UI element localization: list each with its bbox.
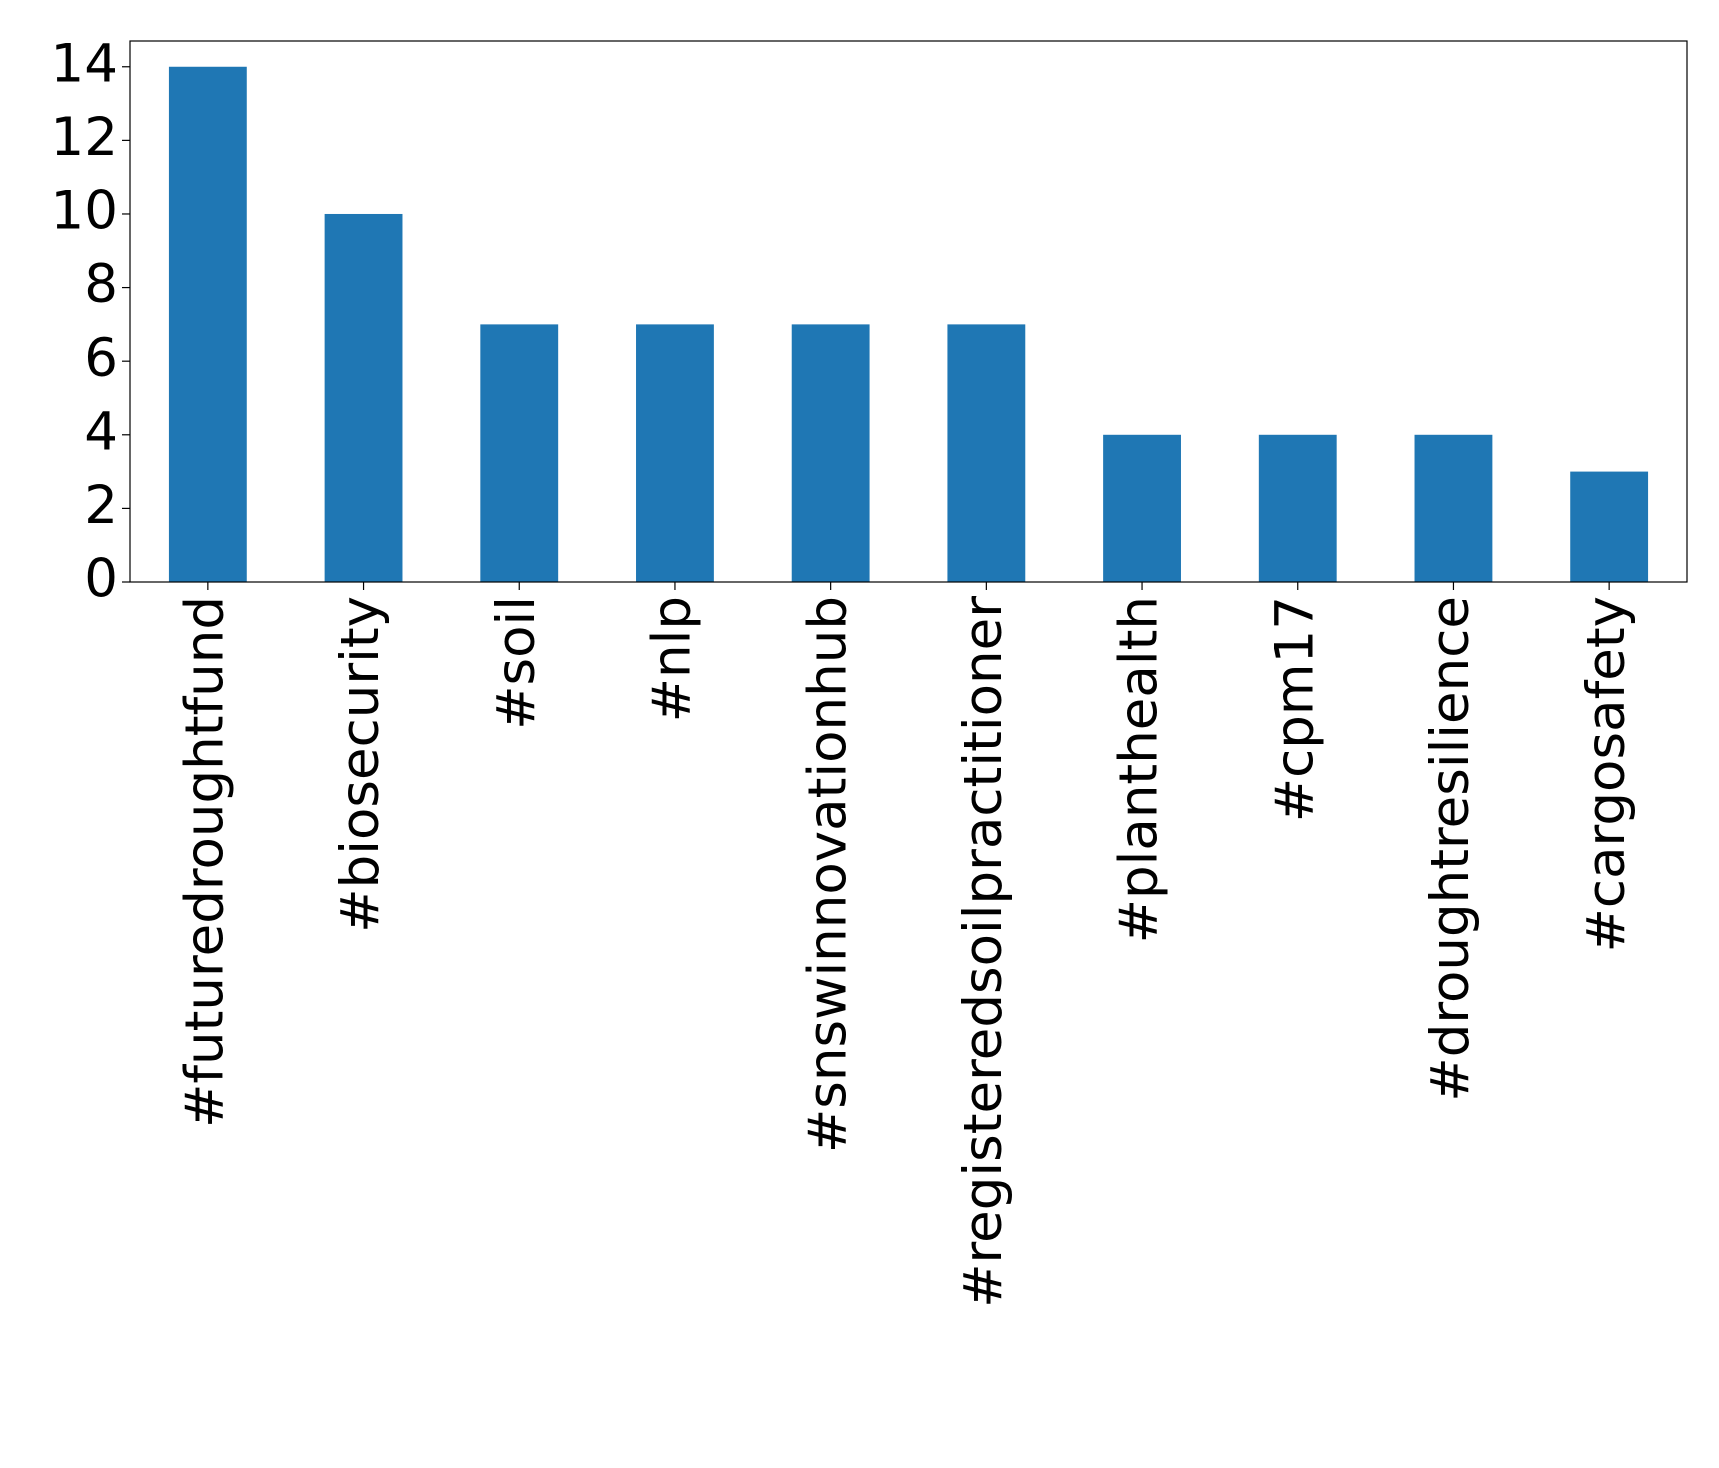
plot-frame [129,40,1688,583]
x-tick-label: #registeredsoilpractitioner [953,596,1014,1308]
bar [1103,434,1181,582]
bar [168,66,247,582]
y-tick-label: 8 [84,254,118,315]
bar [324,213,403,583]
y-tick-label: 10 [51,181,118,242]
y-tick-label: 0 [84,549,118,610]
x-tick-label: #snswinnovationhub [797,596,858,1153]
y-tick-label: 14 [51,33,118,94]
bar [947,324,1026,582]
x-tick-label: #cpm17 [1264,596,1325,822]
bar [791,324,870,582]
x-tick-label: #futuredroughtfund [174,596,235,1128]
y-tick-label: 12 [51,107,118,168]
y-tick-label: 2 [84,475,118,536]
bar [1258,434,1337,582]
bar [1570,471,1649,582]
y-tick-label: 6 [84,328,118,389]
bar [1414,434,1493,582]
x-tick-label: #cargosafety [1576,596,1637,952]
x-tick-label: #soil [486,596,547,730]
x-tick-label: #nlp [642,596,703,722]
x-tick-label: #droughtresilience [1420,596,1481,1102]
y-tick-label: 4 [84,401,118,462]
x-tick-label: #planthealth [1109,596,1170,943]
bar [480,324,559,582]
x-tick-label: #biosecurity [330,596,391,933]
bar [636,324,714,582]
